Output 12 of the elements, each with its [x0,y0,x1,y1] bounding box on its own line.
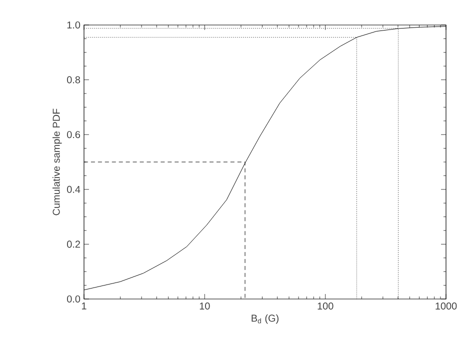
y-tick-label: 0.2 [67,240,80,248]
y-tick-label: 0.6 [67,131,80,138]
y-axis-title: Cumulative sample PDF [52,108,62,216]
y-tick-label: 0.4 [67,186,80,193]
x-tick-label: 10 [200,302,210,310]
x-axis-title: B$_{d}$ (G) [252,314,278,324]
y-tick-label: 1.0 [67,21,80,29]
x-tick-label: 1 [82,302,86,310]
y-tick-label: 0.8 [67,76,80,84]
y-tick-label: 0.0 [67,295,80,303]
x-tick-label: 100 [318,302,334,310]
x-tick-label: 1000 [436,302,457,310]
